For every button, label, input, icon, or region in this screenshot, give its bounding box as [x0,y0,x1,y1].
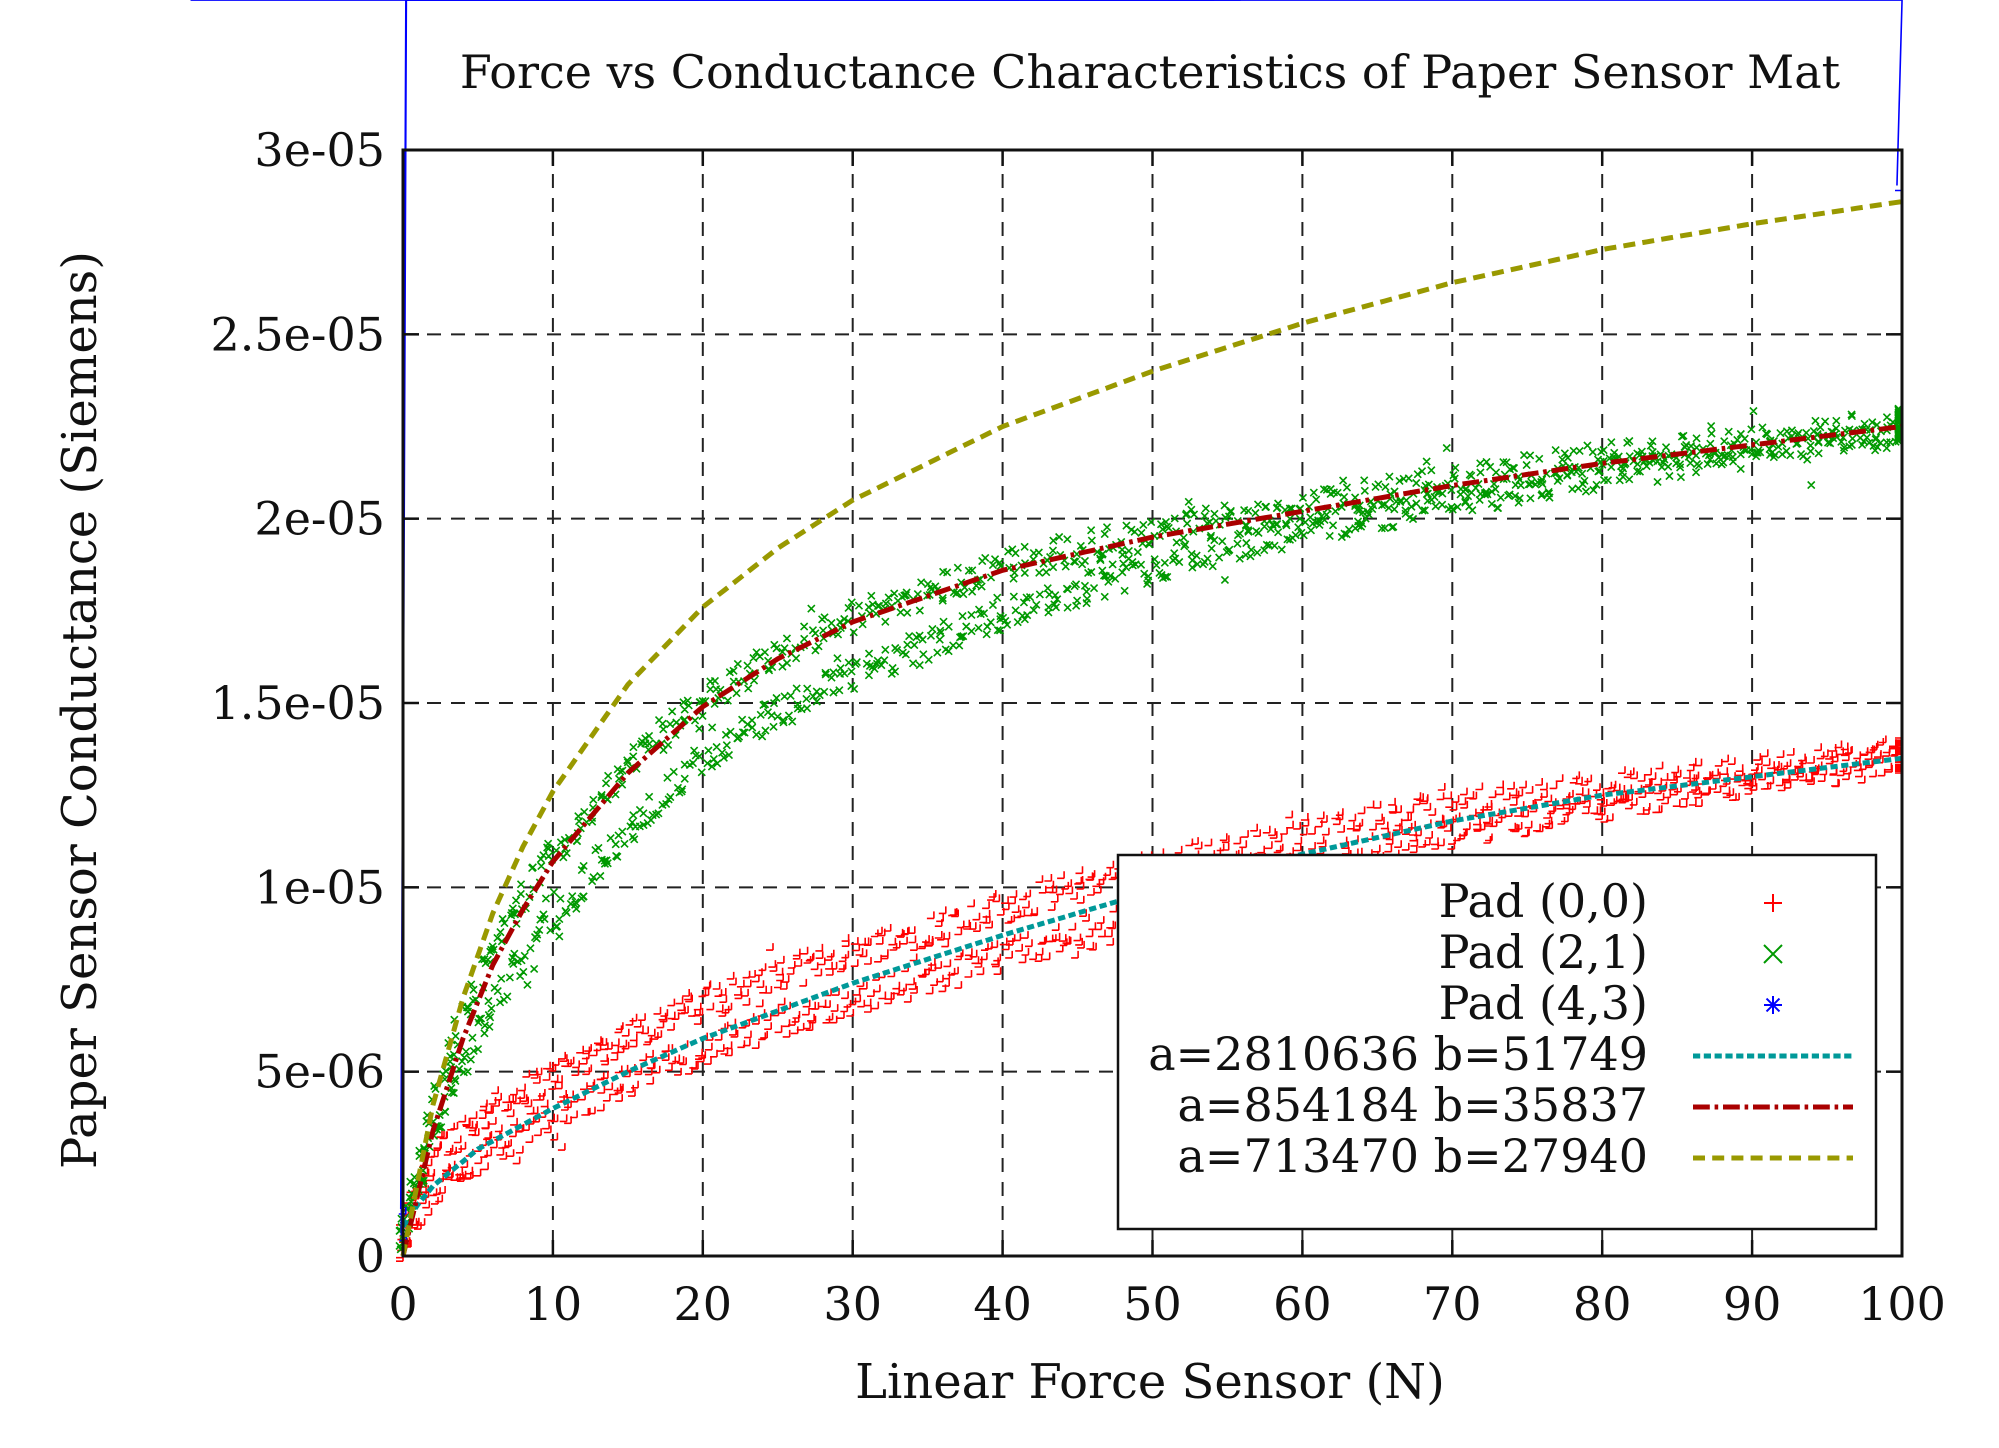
legend-box [1116,853,1878,1231]
data-series [190,0,1903,1262]
scatter-points [398,0,1215,1215]
legend-label: Pad (2,1) [1439,925,1648,979]
x-tick-label: 30 [823,1277,882,1331]
x-tick-label: 20 [674,1277,733,1331]
x-axis-label: Linear Force Sensor (N) [855,1354,1445,1410]
legend-label: a=854184 b=35837 [1177,1078,1648,1132]
x-tick-label: 90 [1723,1277,1782,1331]
scatter-series-2 [395,404,1903,1254]
legend-label: Pad (4,3) [1439,976,1648,1030]
y-tick-label: 1e-05 [254,860,385,914]
legend-label: a=713470 b=27940 [1177,1129,1648,1183]
chart-title: Force vs Conductance Characteristics of … [460,45,1841,99]
y-tick-label: 2.5e-05 [211,307,385,361]
legend-marker [1763,944,1783,964]
x-tick-label: 70 [1423,1277,1482,1331]
y-tick-label: 1.5e-05 [211,676,385,730]
y-tick-label: 2e-05 [254,492,385,546]
y-axis-label: Paper Sensor Conductance (Siemens) [52,251,108,1169]
fit-line-3 [400,199,1903,1257]
x-tick-label: 10 [524,1277,583,1331]
y-tick-label: 0 [356,1229,385,1283]
x-tick-label: 40 [973,1277,1032,1331]
y-tick-label: 5e-06 [254,1045,385,1099]
legend-label: a=2810636 b=51749 [1148,1027,1648,1081]
fit-line-2 [400,424,1903,1257]
x-tick-label: 60 [1273,1277,1332,1331]
scatter-points [395,410,1903,1254]
x-tick-label: 100 [1858,1277,1946,1331]
legend-label: Pad (0,0) [1439,874,1648,928]
axes: 0 10 20 30 40 50 60 70 80 90 100 0 5e-06 1e-05 1.5e-05… [211,123,1946,1331]
legend-marker [1764,894,1782,912]
scatter-points-endcluster [1894,404,1903,446]
x-tick-label: 50 [1123,1277,1182,1331]
scatter-points [399,0,1241,1242]
legend: Pad (0,0)Pad (2,1)Pad (4,3)a=2810636 b=5… [1116,853,1878,1231]
y-tick-label: 3e-05 [254,123,385,177]
legend-marker [1764,996,1782,1014]
x-tick-label: 0 [388,1277,417,1331]
x-tick-label: 80 [1573,1277,1632,1331]
